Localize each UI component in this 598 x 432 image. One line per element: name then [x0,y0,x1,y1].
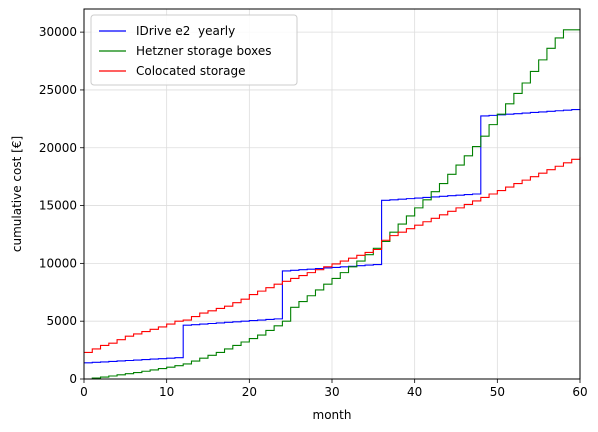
series-line-1 [84,29,580,380]
legend: IDrive e2 yearly Hetzner storage boxes Col… [90,14,298,86]
y-tick-label: 10000 [39,256,77,270]
y-tick-label: 25000 [39,83,77,97]
y-tick-label: 5000 [46,314,77,328]
series-layer [84,29,581,380]
series-line-2 [84,157,581,353]
legend-label-2: Colocated storage [136,64,245,78]
legend-label-1: Hetzner storage boxes [136,44,272,58]
x-axis-label: month [313,408,352,422]
y-axis: 0 5000 10000 15000 20000 25000 30000 [39,25,84,386]
x-tick-label: 50 [490,385,505,399]
x-tick-label: 60 [572,385,587,399]
y-tick-label: 0 [69,372,77,386]
legend-box [90,14,298,86]
x-tick-label: 0 [80,385,88,399]
x-tick-label: 10 [159,385,174,399]
legend-label-0: IDrive e2 yearly [136,24,235,38]
y-tick-label: 30000 [39,25,77,39]
x-tick-label: 20 [242,385,257,399]
x-axis: 0 10 20 30 40 50 60 [80,379,588,399]
y-tick-label: 15000 [39,199,77,213]
x-tick-label: 40 [407,385,422,399]
x-tick-label: 30 [324,385,339,399]
y-axis-label: cumulative cost [€] [10,136,24,252]
y-tick-label: 20000 [39,141,77,155]
